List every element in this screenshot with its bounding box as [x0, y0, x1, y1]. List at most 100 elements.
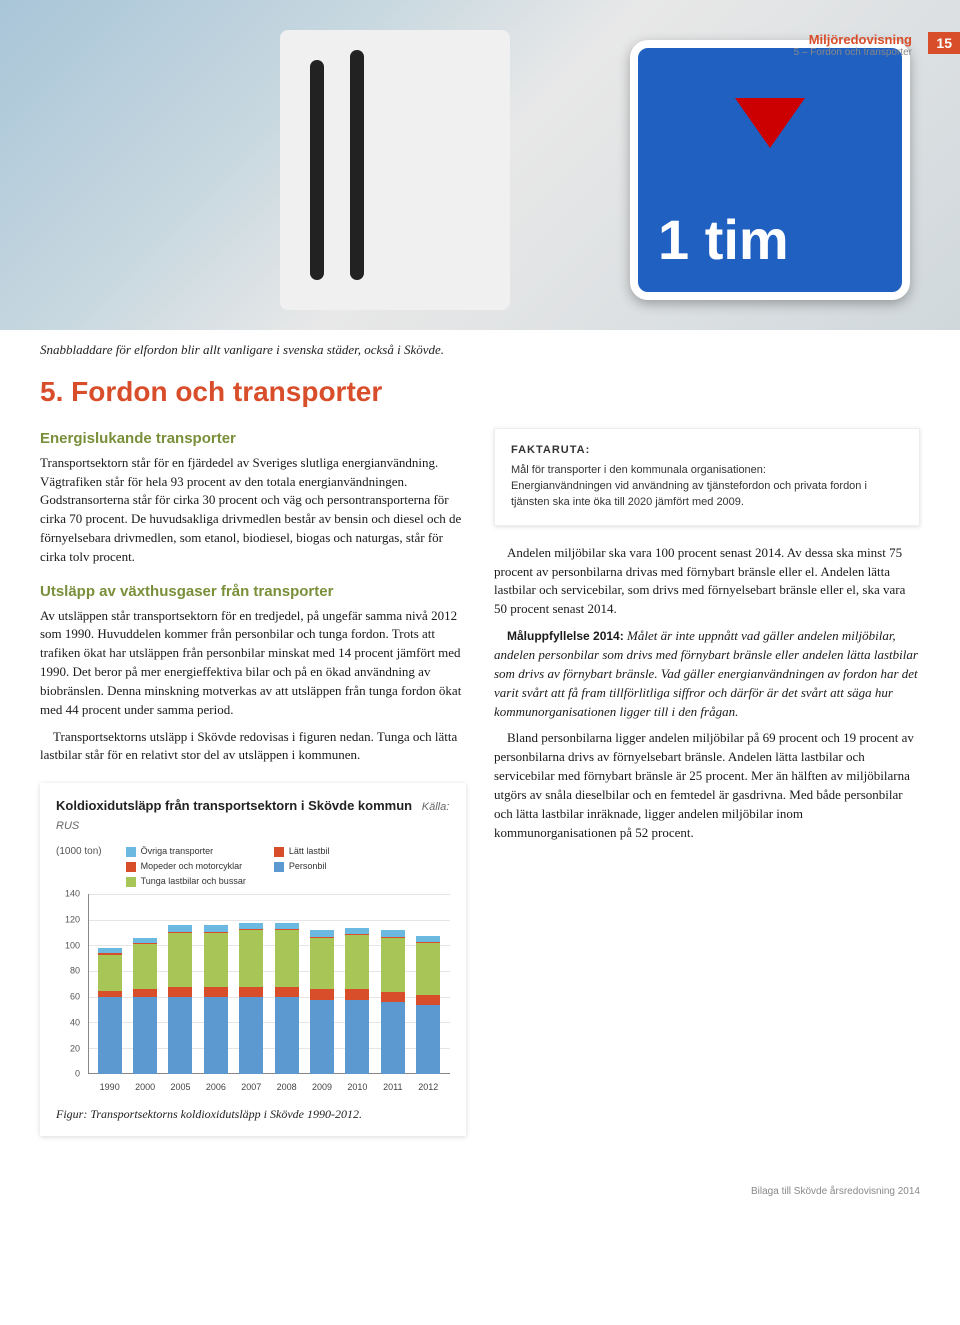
hero-image: 1 tim Miljöredovisning 5 – Fordon och tr… — [0, 0, 960, 330]
y-tick-label: 100 — [65, 939, 80, 952]
y-tick-label: 60 — [70, 991, 80, 1004]
swatch-tunga — [126, 877, 136, 887]
bar-segment-latt — [310, 989, 334, 999]
bar — [168, 925, 192, 1074]
bar-segment-tunga — [133, 944, 157, 989]
chart-legend-row: (1000 ton) Övriga transporter Mopeder oc… — [56, 845, 450, 888]
bar-segment-tunga — [98, 955, 122, 991]
legend-item: Lätt lastbil — [274, 845, 330, 858]
x-tick-label: 2005 — [168, 1081, 192, 1094]
chart-legend: Övriga transporter Mopeder och motorcykl… — [126, 845, 330, 888]
fact-box-title: FAKTARUTA: — [511, 443, 903, 459]
x-tick-label: 2009 — [310, 1081, 334, 1094]
subheading-energislukande: Energislukande transporter — [40, 428, 466, 450]
x-tick-label: 2011 — [381, 1081, 405, 1094]
bar-segment-tunga — [310, 938, 334, 989]
cable-graphic — [310, 60, 324, 280]
bar — [204, 925, 228, 1074]
bar-segment-latt — [416, 995, 440, 1005]
bar-segment-personbil — [345, 1000, 369, 1075]
swatch-personbil — [274, 862, 284, 872]
x-tick-label: 1990 — [98, 1081, 122, 1094]
left-column: Energislukande transporter Transportsekt… — [40, 428, 466, 1136]
bar — [310, 930, 334, 1074]
paragraph: Transportsektorn står för en fjärdedel a… — [40, 454, 466, 567]
bar — [416, 936, 440, 1075]
legend-item: Personbil — [274, 860, 330, 873]
arrow-icon — [735, 98, 805, 148]
x-tick-label: 2007 — [239, 1081, 263, 1094]
chart-card: Koldioxidutsläpp från transportsektorn i… — [40, 783, 466, 1135]
bar-segment-latt — [345, 989, 369, 999]
bar-segment-personbil — [381, 1002, 405, 1074]
header-title: Miljöredovisning — [794, 32, 912, 47]
bar — [133, 938, 157, 1074]
y-tick-label: 80 — [70, 965, 80, 978]
page-footer: Bilaga till Skövde årsredovisning 2014 — [0, 1166, 960, 1217]
bar — [345, 928, 369, 1075]
chart-area: 020406080100120140 199020002005200620072… — [88, 894, 450, 1094]
bar-segment-tunga — [381, 938, 405, 992]
bar-segment-personbil — [416, 1005, 440, 1074]
bar-segment-personbil — [133, 997, 157, 1074]
y-tick-label: 20 — [70, 1042, 80, 1055]
paragraph-maluppfyllelse: Måluppfyllelse 2014: Målet är inte uppnå… — [494, 627, 920, 721]
fact-box: FAKTARUTA: Mål för transporter i den kom… — [494, 428, 920, 526]
page-header-meta: Miljöredovisning 5 – Fordon och transpor… — [794, 32, 912, 58]
bar-segment-latt — [381, 992, 405, 1002]
page-title: 5. Fordon och transporter — [0, 366, 960, 428]
legend-item: Mopeder och motorcyklar — [126, 860, 246, 873]
parking-sign: 1 tim — [630, 40, 910, 300]
bar-segment-personbil — [310, 1000, 334, 1075]
paragraph: Transportsektorns utsläpp i Skövde redov… — [40, 728, 466, 766]
bar-segment-tunga — [168, 933, 192, 987]
chart-title: Koldioxidutsläpp från transportsektorn i… — [56, 798, 412, 813]
x-tick-label: 2010 — [345, 1081, 369, 1094]
swatch-ovriga — [126, 847, 136, 857]
cable-graphic — [350, 50, 364, 280]
bar-segment-personbil — [168, 997, 192, 1074]
bar-segment-latt — [204, 987, 228, 997]
bar-segment-personbil — [204, 997, 228, 1074]
bar — [239, 923, 263, 1075]
bar-segment-tunga — [275, 930, 299, 987]
y-tick-label: 120 — [65, 914, 80, 927]
chart-title-row: Koldioxidutsläpp från transportsektorn i… — [56, 797, 450, 835]
bar-segment-tunga — [345, 935, 369, 989]
legend-item: Tunga lastbilar och bussar — [126, 875, 246, 888]
x-tick-label: 2012 — [416, 1081, 440, 1094]
paragraph: Andelen miljöbilar ska vara 100 procent … — [494, 544, 920, 619]
right-column: FAKTARUTA: Mål för transporter i den kom… — [494, 428, 920, 1136]
page-number: 15 — [928, 32, 960, 54]
bar-segment-personbil — [239, 997, 263, 1074]
y-axis: 020406080100120140 — [56, 894, 84, 1074]
bar-segment-tunga — [416, 943, 440, 994]
bold-lead: Måluppfyllelse 2014: — [507, 629, 627, 643]
sign-text: 1 tim — [658, 207, 789, 272]
bar-segment-latt — [168, 987, 192, 997]
bar-segment-tunga — [239, 930, 263, 987]
bar-segment-tunga — [204, 933, 228, 987]
fact-box-line: Energianvändningen vid användning av tjä… — [511, 479, 903, 511]
bar — [275, 923, 299, 1075]
chart-caption: Figur: Transportsektorns koldioxidutsläp… — [56, 1106, 450, 1123]
subheading-utslapp: Utsläpp av växthusgaser från transporter — [40, 581, 466, 603]
body-columns: Energislukande transporter Transportsekt… — [0, 428, 960, 1166]
header-subtitle: 5 – Fordon och transporter — [794, 47, 912, 58]
chart-ylabel: (1000 ton) — [56, 845, 102, 888]
paragraph: Bland personbilarna ligger andelen miljö… — [494, 729, 920, 842]
chart-bars — [88, 894, 450, 1074]
swatch-latt — [274, 847, 284, 857]
swatch-mopeder — [126, 862, 136, 872]
bar — [381, 930, 405, 1074]
y-tick-label: 0 — [75, 1068, 80, 1081]
x-tick-label: 2000 — [133, 1081, 157, 1094]
bar — [98, 948, 122, 1074]
paragraph: Av utsläppen står transportsektorn för e… — [40, 607, 466, 720]
hero-caption: Snabbladdare för elfordon blir allt vanl… — [0, 330, 960, 366]
legend-item: Övriga transporter — [126, 845, 246, 858]
bar-segment-personbil — [98, 997, 122, 1074]
fact-box-line: Mål för transporter i den kommunala orga… — [511, 463, 903, 479]
x-tick-label: 2006 — [204, 1081, 228, 1094]
bar-segment-latt — [133, 989, 157, 997]
